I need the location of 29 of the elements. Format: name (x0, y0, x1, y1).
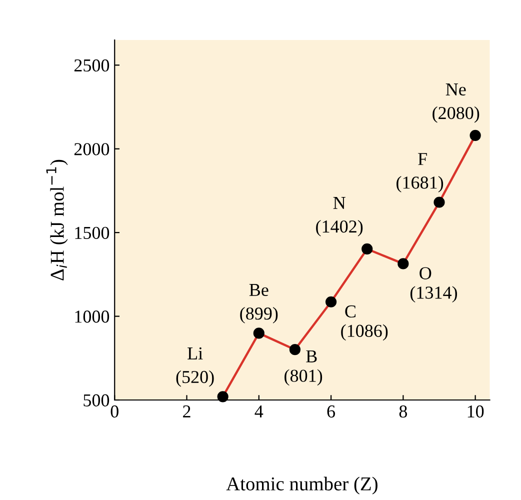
x-tick-label: 0 (110, 405, 118, 418)
data-label: (1086) (341, 324, 388, 341)
data-label: (2080) (432, 106, 480, 123)
data-label: (520) (176, 370, 214, 387)
data-label: (801) (284, 369, 322, 386)
y-tick-label: 2500 (74, 59, 110, 72)
annotation: Ne (446, 84, 466, 96)
annotation: N (333, 197, 346, 209)
y-tick-label: 500 (84, 394, 110, 406)
annotation: Be (249, 284, 268, 296)
data-label: (899) (240, 306, 278, 324)
x-tick-label: 8 (399, 405, 407, 418)
y-axis-title: Δ$_{i}$H (kJ mol$^{−1}$) (46, 160, 68, 280)
x-tick-label: 4 (254, 406, 264, 418)
annotation: C (345, 305, 356, 318)
annotation: F (418, 153, 427, 165)
annotation: O (420, 267, 432, 280)
data-label: (1681) (396, 176, 444, 192)
y-tick-label: 1500 (75, 226, 110, 239)
y-tick-label: 2000 (74, 143, 110, 156)
y-tick-label: 1000 (75, 310, 110, 323)
x-tick-label: 10 (468, 405, 484, 418)
data-label: (1402) (316, 220, 363, 236)
x-tick-label: 6 (327, 405, 336, 418)
x-axis-title: Atomic number (Z) (226, 476, 378, 494)
annotation: B (306, 350, 317, 362)
x-tick-label: 2 (183, 405, 190, 418)
data-label: (1314) (410, 286, 458, 302)
annotation: Li (188, 347, 203, 360)
